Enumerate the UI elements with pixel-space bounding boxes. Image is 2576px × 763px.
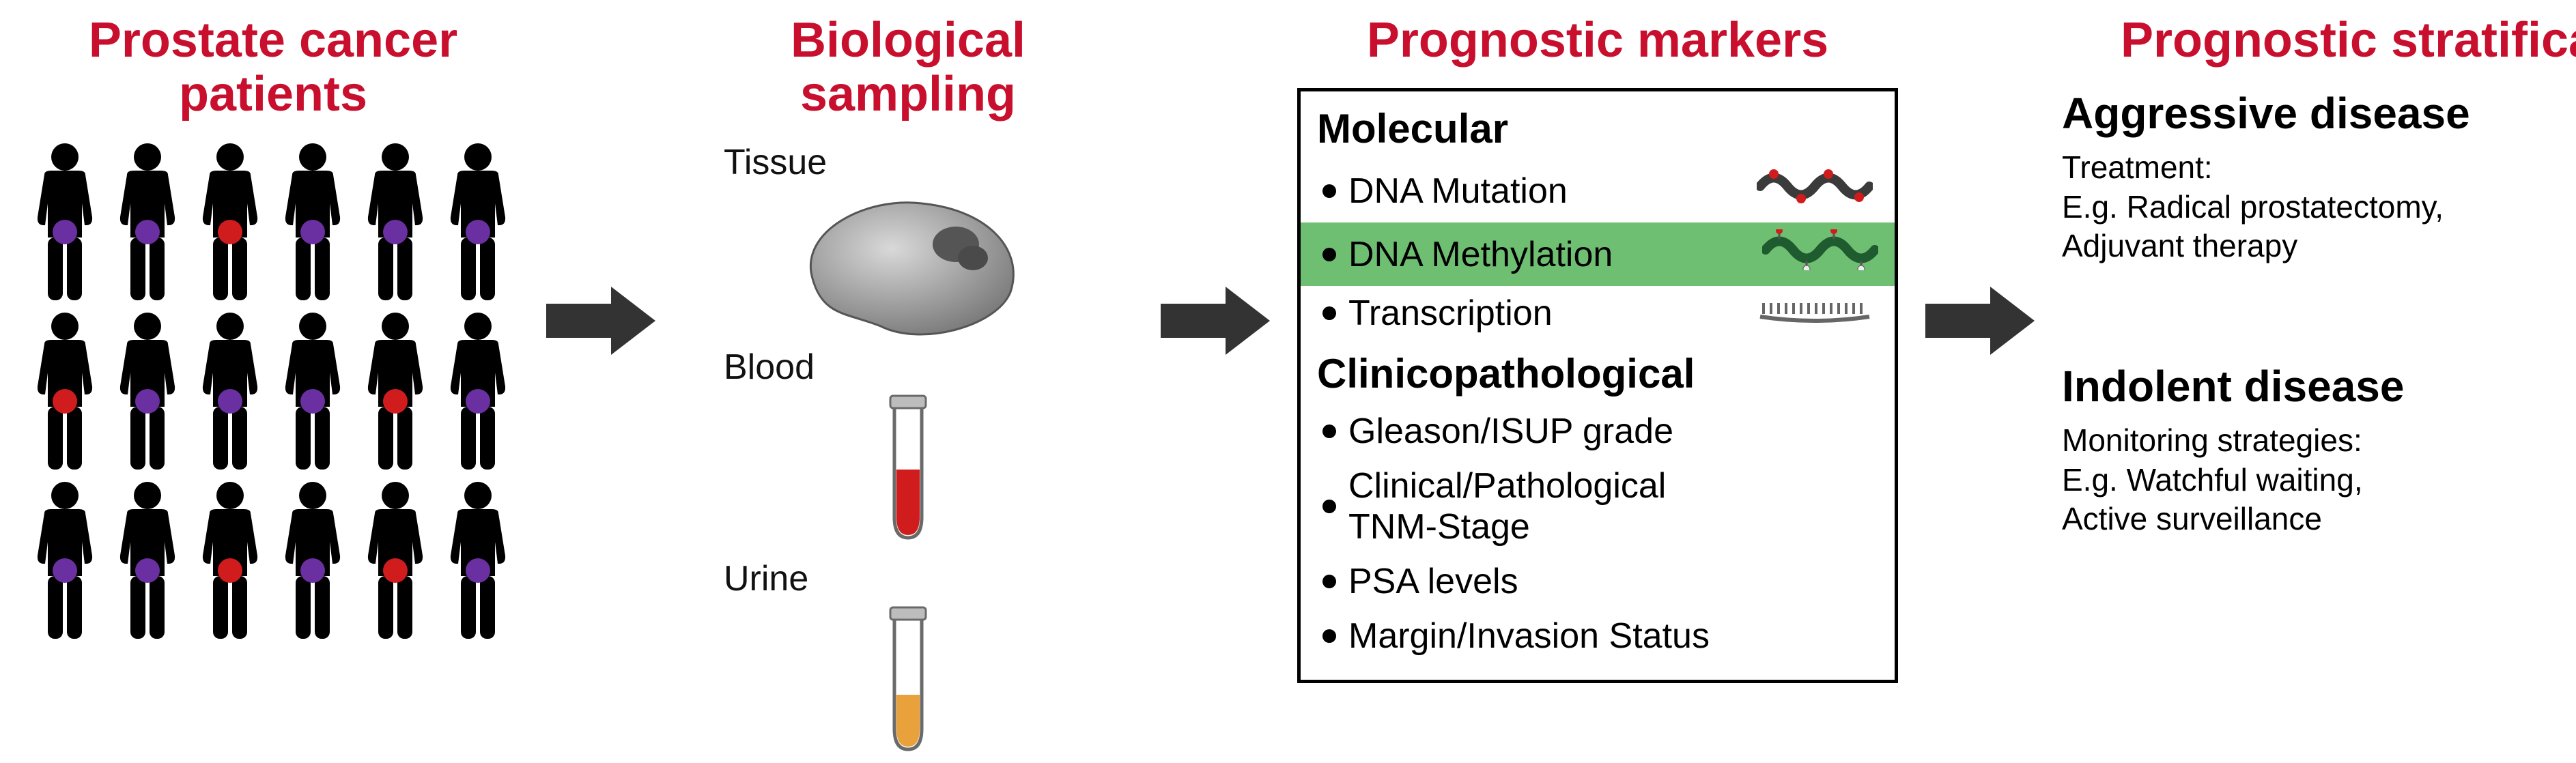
indolent-text: Indolent disease Monitoring strategies:E…	[2062, 361, 2576, 539]
bullet-icon	[1322, 575, 1336, 588]
marker-item-psa-levels: PSA levels	[1317, 554, 1878, 609]
bullet-icon	[1322, 248, 1336, 261]
patient-person-icon	[27, 142, 102, 306]
tissue-label: Tissue	[724, 142, 827, 183]
aggressive-sub: Treatment:E.g. Radical prostatectomy,Adj…	[2062, 148, 2576, 266]
marker-item-clinical-pathological-tnm-stage: Clinical/PathologicalTNM-Stage	[1317, 459, 1878, 554]
patient-person-icon	[110, 480, 185, 644]
tissue-icon	[785, 190, 1031, 340]
markers-column: Prognostic markers Molecular DNA Mutatio…	[1297, 14, 1898, 683]
patient-person-icon	[440, 142, 515, 306]
patients-grid	[27, 142, 519, 644]
patient-person-icon	[27, 311, 102, 475]
blood-label: Blood	[724, 347, 815, 388]
marker-item-gleason-isup-grade: Gleason/ISUP grade	[1317, 404, 1878, 459]
arrow-2	[1161, 14, 1270, 628]
marker-label: DNA Mutation	[1348, 171, 1568, 212]
infographic-row: Prostate cancerpatients	[27, 14, 2549, 763]
arrow-3	[1925, 14, 2035, 628]
patients-title: Prostate cancerpatients	[89, 14, 457, 121]
patient-person-icon	[275, 480, 350, 644]
arrow-1	[546, 14, 655, 628]
marker-item-transcription: Transcription	[1317, 286, 1878, 341]
patient-person-icon	[193, 311, 268, 475]
clinicopath-heading: Clinicopathological	[1317, 350, 1878, 397]
marker-label: Margin/Invasion Status	[1348, 616, 1710, 657]
arrow-icon	[1925, 280, 2035, 362]
patient-person-icon	[193, 142, 268, 306]
arrow-icon	[1161, 280, 1270, 362]
patient-person-icon	[110, 142, 185, 306]
indolent-sub: Monitoring strategies:E.g. Watchful wait…	[2062, 421, 2576, 539]
aggressive-text: Aggressive disease Treatment:E.g. Radica…	[2062, 88, 2576, 266]
bullet-icon	[1322, 424, 1336, 438]
sampling-title: Biological sampling	[683, 14, 1133, 121]
patient-person-icon	[275, 311, 350, 475]
marker-label: Clinical/PathologicalTNM-Stage	[1348, 465, 1666, 547]
transcription-icon	[1757, 293, 1873, 334]
bullet-icon	[1322, 629, 1336, 643]
sampling-column: Biological sampling Tissue Blood	[683, 14, 1133, 763]
patient-person-icon	[358, 480, 433, 644]
patient-person-icon	[440, 311, 515, 475]
aggressive-block: Aggressive disease Treatment:E.g. Radica…	[2062, 88, 2576, 320]
bullet-icon	[1322, 306, 1336, 320]
sampling-stack: Tissue Blood Urine	[683, 142, 1133, 763]
markers-title: Prognostic markers	[1367, 14, 1828, 68]
stratification-stack: Aggressive disease Treatment:E.g. Radica…	[2062, 88, 2576, 593]
patient-person-icon	[193, 480, 268, 644]
bullet-icon	[1322, 184, 1336, 198]
blood-tube-icon	[874, 394, 942, 551]
arrow-icon	[546, 280, 655, 362]
dna-green-icon	[1762, 229, 1878, 279]
marker-item-dna-mutation: DNA Mutation	[1317, 159, 1878, 222]
patient-person-icon	[358, 311, 433, 475]
patient-person-icon	[275, 142, 350, 306]
indolent-heading: Indolent disease	[2062, 361, 2576, 412]
marker-label: PSA levels	[1348, 561, 1518, 602]
molecular-heading: Molecular	[1317, 105, 1878, 152]
marker-label: DNA Methylation	[1348, 234, 1613, 275]
urine-tube-icon	[874, 606, 942, 763]
marker-item-dna-methylation: DNA Methylation	[1301, 222, 1895, 286]
marker-label: Gleason/ISUP grade	[1348, 411, 1673, 452]
aggressive-heading: Aggressive disease	[2062, 88, 2576, 139]
marker-label: Transcription	[1348, 293, 1553, 334]
indolent-block: Indolent disease Monitoring strategies:E…	[2062, 361, 2576, 593]
patient-person-icon	[440, 480, 515, 644]
urine-label: Urine	[724, 558, 808, 599]
patient-person-icon	[110, 311, 185, 475]
bullet-icon	[1322, 500, 1336, 513]
patient-person-icon	[358, 142, 433, 306]
dna-dark-icon	[1757, 166, 1873, 216]
stratification-column: Prognostic stratification Aggressive dis…	[2062, 14, 2576, 593]
marker-item-margin-invasion-status: Margin/Invasion Status	[1317, 609, 1878, 663]
patients-column: Prostate cancerpatients	[27, 14, 519, 644]
patient-person-icon	[27, 480, 102, 644]
markers-box: Molecular DNA Mutation DNA Methylation T…	[1297, 88, 1898, 683]
stratification-title: Prognostic stratification	[2121, 14, 2576, 68]
